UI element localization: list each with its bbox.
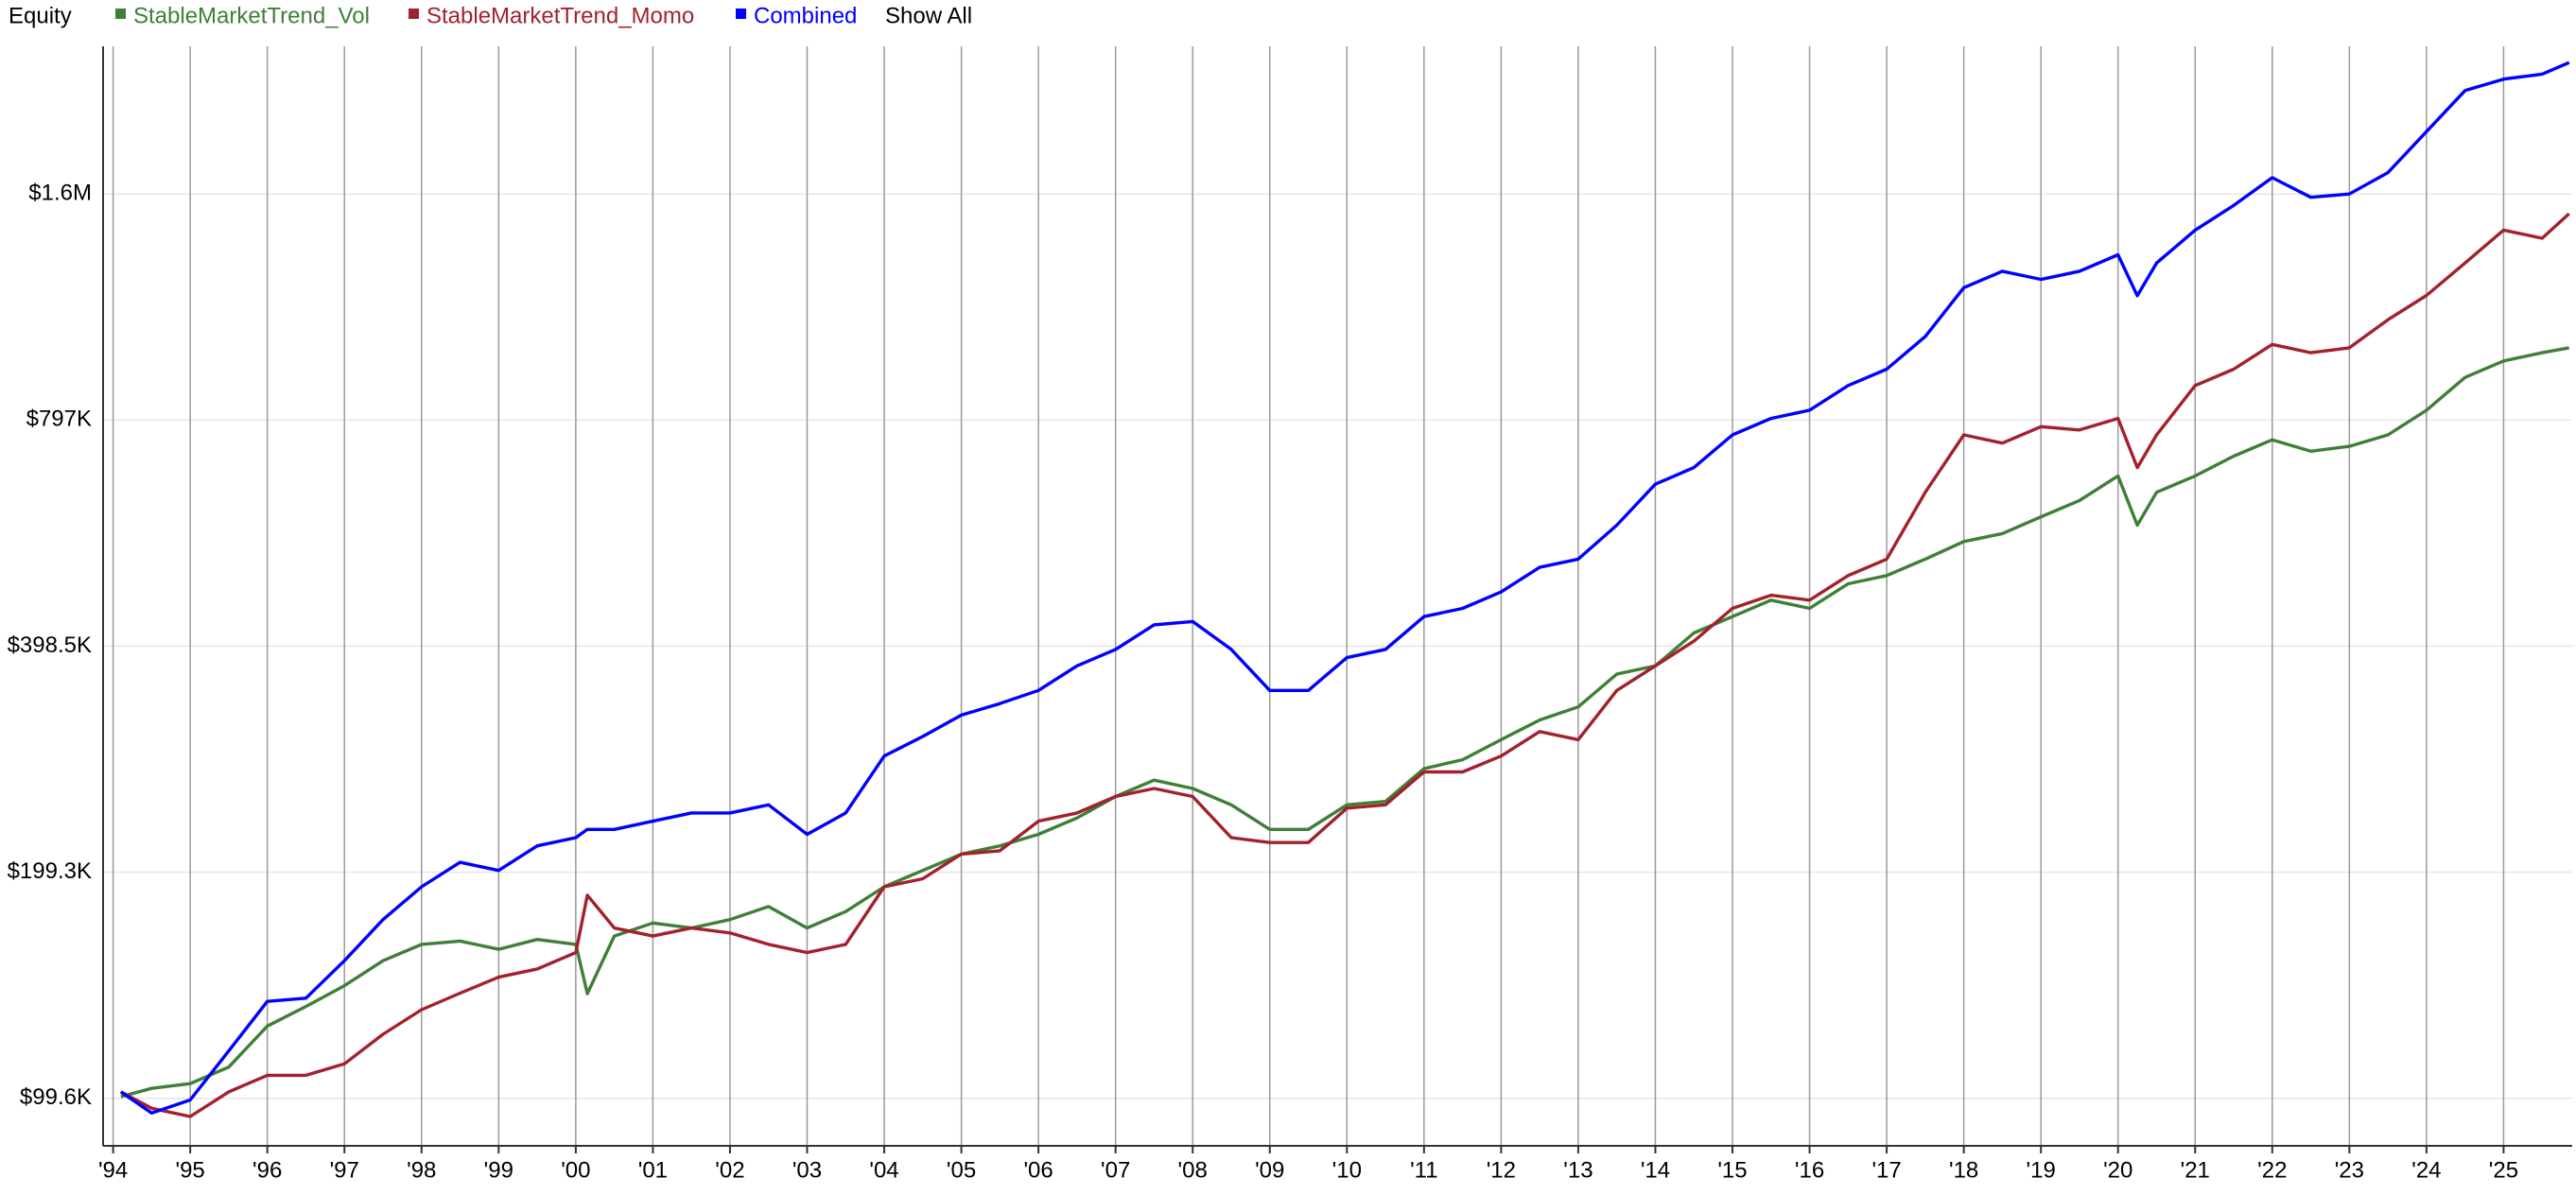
x-tick-label: '98 bbox=[407, 1157, 436, 1183]
x-tick-label: '05 bbox=[947, 1157, 976, 1183]
series-line bbox=[119, 212, 2570, 1118]
x-tick-label: '16 bbox=[1795, 1157, 1824, 1183]
x-tick-label: '20 bbox=[2103, 1157, 2132, 1183]
legend-label[interactable]: StableMarketTrend_Vol bbox=[133, 3, 370, 28]
x-tick-label: '25 bbox=[2489, 1157, 2518, 1183]
x-tick-label: '97 bbox=[330, 1157, 359, 1183]
x-tick-label: '21 bbox=[2181, 1157, 2210, 1183]
x-tick-label: '00 bbox=[561, 1157, 590, 1183]
x-tick-label: '11 bbox=[1410, 1157, 1438, 1183]
x-tick-label: '96 bbox=[252, 1157, 282, 1183]
x-tick-label: '09 bbox=[1255, 1157, 1284, 1183]
legend-swatch[interactable] bbox=[736, 9, 746, 19]
x-tick-label: '24 bbox=[2411, 1157, 2441, 1183]
x-tick-label: '13 bbox=[1563, 1157, 1593, 1183]
x-tick-label: '07 bbox=[1101, 1157, 1130, 1183]
show-all-button[interactable]: Show All bbox=[885, 3, 972, 28]
x-tick-label: '03 bbox=[792, 1157, 822, 1183]
x-tick-label: '06 bbox=[1023, 1157, 1053, 1183]
y-tick-label: $1.6M bbox=[28, 181, 92, 206]
x-tick-label: '94 bbox=[98, 1157, 128, 1183]
y-tick-label: $99.6K bbox=[20, 1084, 92, 1110]
x-tick-label: '18 bbox=[1949, 1157, 1978, 1183]
legend-swatch[interactable] bbox=[409, 9, 419, 19]
x-tick-label: '22 bbox=[2257, 1157, 2287, 1183]
x-tick-label: '15 bbox=[1717, 1157, 1747, 1183]
y-tick-label: $398.5K bbox=[8, 632, 92, 658]
x-tick-label: '23 bbox=[2335, 1157, 2364, 1183]
y-tick-label: $797K bbox=[26, 407, 92, 432]
x-tick-label: '19 bbox=[2027, 1157, 2056, 1183]
series-line bbox=[119, 61, 2570, 1115]
legend-label[interactable]: StableMarketTrend_Momo bbox=[426, 3, 694, 28]
x-tick-label: '95 bbox=[176, 1157, 205, 1183]
x-tick-label: '12 bbox=[1487, 1157, 1516, 1183]
x-tick-label: '01 bbox=[638, 1157, 668, 1183]
x-tick-label: '08 bbox=[1178, 1157, 1208, 1183]
x-tick-label: '14 bbox=[1641, 1157, 1670, 1183]
y-tick-label: $199.3K bbox=[8, 858, 92, 884]
x-tick-label: '99 bbox=[484, 1157, 513, 1183]
series-line bbox=[120, 346, 2570, 1099]
x-tick-label: '10 bbox=[1332, 1157, 1362, 1183]
legend-swatch[interactable] bbox=[115, 9, 126, 19]
x-tick-label: '02 bbox=[715, 1157, 744, 1183]
x-tick-label: '17 bbox=[1871, 1157, 1901, 1183]
x-tick-label: '04 bbox=[869, 1157, 898, 1183]
legend-label[interactable]: Combined bbox=[754, 3, 857, 28]
chart-title: Equity bbox=[9, 3, 72, 28]
